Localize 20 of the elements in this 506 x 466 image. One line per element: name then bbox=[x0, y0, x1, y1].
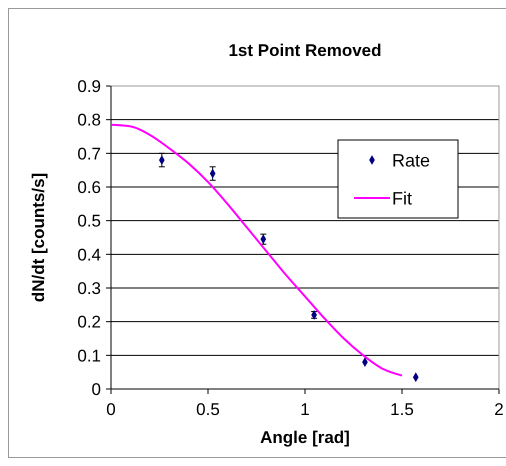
x-tick-label: 1 bbox=[300, 400, 310, 419]
y-tick-label: 0.1 bbox=[77, 346, 101, 366]
y-tick-label: 0.2 bbox=[77, 312, 101, 332]
legend-label: Fit bbox=[392, 188, 412, 208]
y-tick-label: 0.5 bbox=[77, 212, 101, 231]
y-tick-label: 0.7 bbox=[77, 144, 101, 164]
x-tick-label: 0.5 bbox=[196, 400, 220, 419]
y-tick-label: 0.4 bbox=[77, 245, 101, 264]
x-tick-label: 0 bbox=[106, 400, 116, 419]
y-tick-label: 0 bbox=[92, 380, 101, 399]
x-tick-label: 2 bbox=[494, 400, 504, 419]
x-axis-title: Angle [rad] bbox=[260, 428, 350, 447]
legend-label: Rate bbox=[392, 150, 430, 170]
y-axis-title: dN/dt [counts/s] bbox=[29, 172, 48, 302]
y-tick-label: 0.3 bbox=[77, 278, 101, 298]
x-tick-label: 1.5 bbox=[390, 400, 414, 419]
y-tick-label: 0.6 bbox=[77, 178, 101, 197]
y-tick-label: 0.9 bbox=[77, 76, 101, 96]
chart-title: 1st Point Removed bbox=[228, 41, 382, 60]
y-tick-label: 0.8 bbox=[77, 110, 101, 130]
